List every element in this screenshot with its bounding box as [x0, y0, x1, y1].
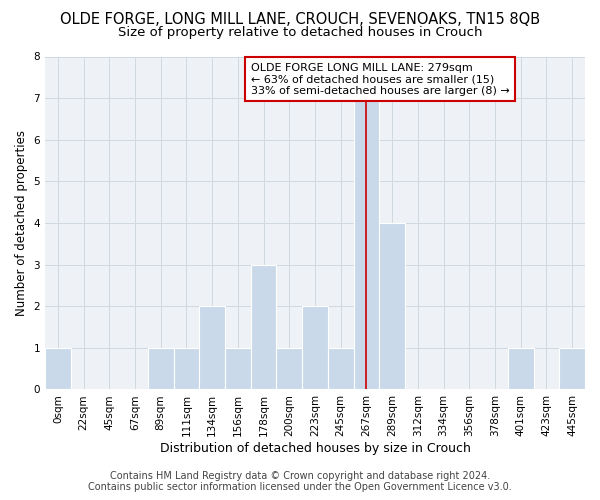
Text: Size of property relative to detached houses in Crouch: Size of property relative to detached ho…: [118, 26, 482, 39]
Text: OLDE FORGE, LONG MILL LANE, CROUCH, SEVENOAKS, TN15 8QB: OLDE FORGE, LONG MILL LANE, CROUCH, SEVE…: [60, 12, 540, 28]
Text: OLDE FORGE LONG MILL LANE: 279sqm
← 63% of detached houses are smaller (15)
33% : OLDE FORGE LONG MILL LANE: 279sqm ← 63% …: [251, 62, 509, 96]
X-axis label: Distribution of detached houses by size in Crouch: Distribution of detached houses by size …: [160, 442, 470, 455]
Bar: [379, 223, 405, 390]
Bar: [328, 348, 353, 390]
Bar: [199, 306, 225, 390]
Bar: [277, 348, 302, 390]
Text: Contains HM Land Registry data © Crown copyright and database right 2024.
Contai: Contains HM Land Registry data © Crown c…: [88, 471, 512, 492]
Bar: [251, 264, 277, 390]
Bar: [508, 348, 533, 390]
Bar: [302, 306, 328, 390]
Bar: [148, 348, 173, 390]
Bar: [353, 98, 379, 390]
Bar: [559, 348, 585, 390]
Bar: [173, 348, 199, 390]
Bar: [225, 348, 251, 390]
Y-axis label: Number of detached properties: Number of detached properties: [15, 130, 28, 316]
Bar: [45, 348, 71, 390]
